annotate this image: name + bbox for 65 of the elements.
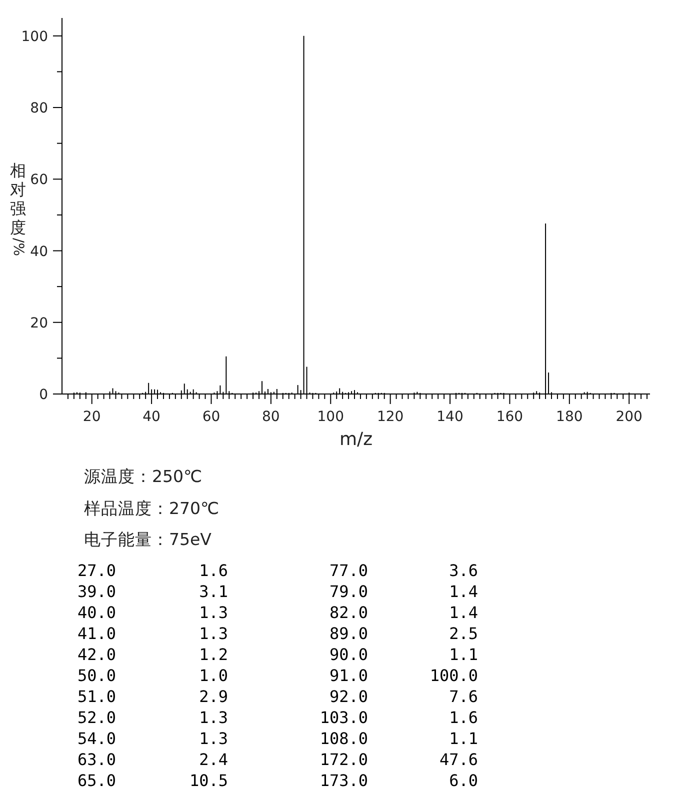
text: 6.0 [448, 770, 478, 791]
text: 47.6 [438, 749, 478, 770]
y-tick-label: 40 [30, 244, 48, 260]
text: 39.0 [76, 581, 116, 602]
text: 65.0 [76, 770, 116, 791]
text: 100.0 [428, 665, 478, 686]
text: 样品温度：270℃ [84, 498, 220, 520]
text: 172.0 [318, 749, 368, 770]
text: 1.2 [198, 644, 228, 665]
text: 91.0 [328, 665, 368, 686]
text: 40.0 [76, 602, 116, 623]
x-tick-label: 120 [376, 409, 404, 425]
x-tick-label: 60 [202, 409, 220, 425]
text: 1.0 [198, 665, 228, 686]
text: 52.0 [76, 707, 116, 728]
text: 7.6 [448, 686, 478, 707]
text: 2.4 [198, 749, 228, 770]
x-tick-label: 180 [556, 409, 583, 425]
text: 41.0 [76, 623, 116, 644]
text: 173.0 [318, 770, 368, 791]
x-tick-label: 80 [262, 409, 280, 425]
x-tick-label: 140 [436, 409, 464, 425]
text: 电子能量：75eV [84, 529, 212, 551]
text: 2.5 [448, 623, 478, 644]
text: 79.0 [328, 581, 368, 602]
text: 1.3 [198, 602, 228, 623]
text: 10.5 [188, 770, 228, 791]
text: 103.0 [318, 707, 368, 728]
text: 42.0 [76, 644, 116, 665]
x-axis-title: m/z [338, 429, 374, 450]
text: 3.6 [448, 560, 478, 581]
text: 1.1 [448, 644, 478, 665]
x-tick-label: 40 [142, 409, 160, 425]
text: 92.0 [328, 686, 368, 707]
x-tick-label: 160 [496, 409, 524, 425]
text: 3.1 [198, 581, 228, 602]
text: 1.3 [198, 728, 228, 749]
text: 27.0 [76, 560, 116, 581]
y-tick-label: 80 [30, 100, 48, 117]
text: 54.0 [76, 728, 116, 749]
text: 2.9 [198, 686, 228, 707]
x-tick-label: 20 [82, 409, 101, 425]
text: 89.0 [328, 623, 368, 644]
text: 1.4 [448, 602, 478, 623]
text: 1.3 [198, 623, 228, 644]
y-tick-label: 20 [30, 315, 48, 332]
text: 108.0 [318, 728, 368, 749]
text: 1.3 [198, 707, 228, 728]
y-axis-title: 相对强度/% [9, 161, 27, 256]
text: 1.4 [448, 581, 478, 602]
text: 50.0 [76, 665, 116, 686]
y-tick-label: 60 [30, 172, 48, 188]
text: 1.6 [198, 560, 228, 581]
text: 82.0 [328, 602, 368, 623]
y-tick-label: 100 [21, 28, 48, 45]
text: 51.0 [76, 686, 116, 707]
y-tick-label: 0 [39, 387, 48, 403]
x-tick-label: 200 [616, 409, 642, 425]
text: 1.1 [448, 728, 478, 749]
text: 90.0 [328, 644, 368, 665]
x-tick-label: 100 [317, 409, 344, 425]
text: 源温度：250℃ [84, 466, 202, 488]
text: 1.6 [448, 707, 478, 728]
text: 63.0 [76, 749, 116, 770]
text: 77.0 [328, 560, 368, 581]
